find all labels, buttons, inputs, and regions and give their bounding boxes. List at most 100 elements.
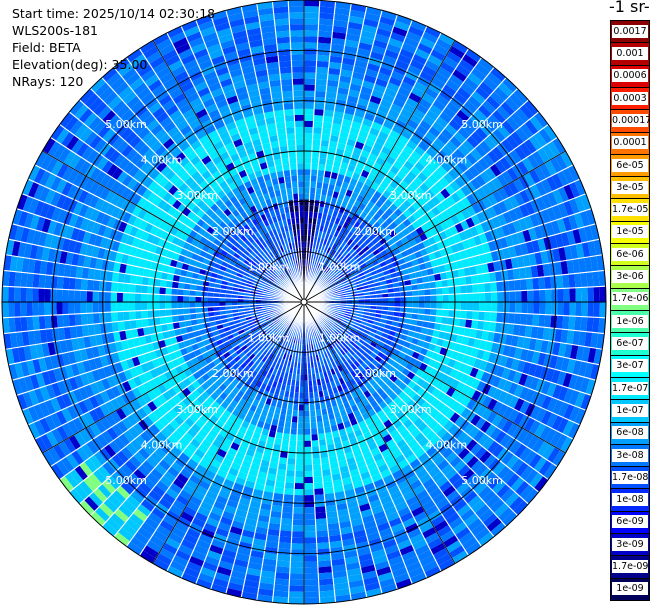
range-gate [304,482,314,490]
range-gate [325,239,332,247]
range-gate [304,78,316,85]
range-gate [332,160,342,168]
range-gate [436,308,443,317]
range-gate [141,318,149,328]
range-gate [467,95,482,109]
range-gate [336,173,346,182]
range-gate [14,302,21,318]
range-gate [315,187,322,195]
range-gate [488,132,502,147]
range-gate [309,199,315,206]
range-gate [464,228,474,240]
range-gate [315,84,327,92]
range-gate [396,155,407,166]
range-gate [477,320,485,331]
range-gate [466,302,474,311]
range-gate [508,312,516,325]
range-gate [484,167,497,181]
range-gate [408,92,422,104]
range-gate [321,272,327,279]
range-gate [533,131,548,148]
range-gate [44,274,52,289]
range-gate [406,296,413,302]
range-gate [497,302,504,313]
range-gate [320,279,326,285]
range-gate [339,161,349,170]
range-gate [526,313,534,326]
range-gate [122,292,130,302]
range-gate [316,48,331,56]
range-gate [346,95,359,104]
range-gate [419,119,432,131]
range-gate [333,251,340,259]
range-gate [195,302,202,308]
range-gate [129,274,137,285]
range-gate [343,284,350,289]
range-gate [356,47,372,57]
range-gate [304,193,310,200]
range-gate [375,27,392,38]
range-gate [557,288,564,302]
range-gate [331,166,340,174]
range-gate [392,97,406,109]
range-gate [557,186,570,203]
range-gate [337,239,344,247]
range-gate [593,302,600,318]
range-gate [342,221,350,229]
range-gate [519,142,532,158]
range-gate [380,145,392,156]
range-gate [394,92,409,103]
range-gate [472,283,479,294]
range-gate [486,72,503,87]
range-gate [117,320,126,332]
range-gate [443,172,455,185]
range-gate [478,81,494,96]
range-gate [340,234,347,242]
range-gate [400,129,413,140]
range-gate [484,292,492,302]
range-gate [110,291,118,302]
range-gate [140,302,148,311]
range-gate [321,188,328,196]
range-gate [509,92,524,109]
range-gate [424,59,440,72]
range-gate [317,269,323,276]
range-gate [304,555,318,562]
range-gate [409,180,420,191]
range-gate [378,151,389,161]
range-gate [308,211,314,218]
range-gate [437,133,450,145]
range-gate [324,275,330,281]
range-gate [359,123,372,133]
range-gate [312,217,318,225]
range-gate [504,97,520,113]
range-gate [389,165,400,175]
range-gate [8,302,15,318]
range-gate [361,226,369,235]
range-gate [379,16,396,27]
range-gate [322,265,328,272]
range-gate [14,286,21,302]
range-gate [56,276,64,290]
range-gate [117,311,124,322]
range-gate [304,30,319,37]
range-gate [470,214,481,226]
range-gate [92,312,100,325]
range-gate [414,145,426,157]
range-gate [382,54,398,66]
range-gate [372,259,380,267]
range-gate [274,578,290,586]
range-gate [345,245,353,253]
range-gate [86,302,93,314]
range-gate [20,316,28,332]
range-gate [413,176,424,187]
range-gate [424,87,439,100]
range-gate [317,42,332,50]
range-gate [354,280,362,286]
range-gate [327,234,334,242]
range-gate [403,160,415,171]
range-gate [407,25,425,38]
range-gate [286,464,296,471]
range-gate [568,181,581,199]
